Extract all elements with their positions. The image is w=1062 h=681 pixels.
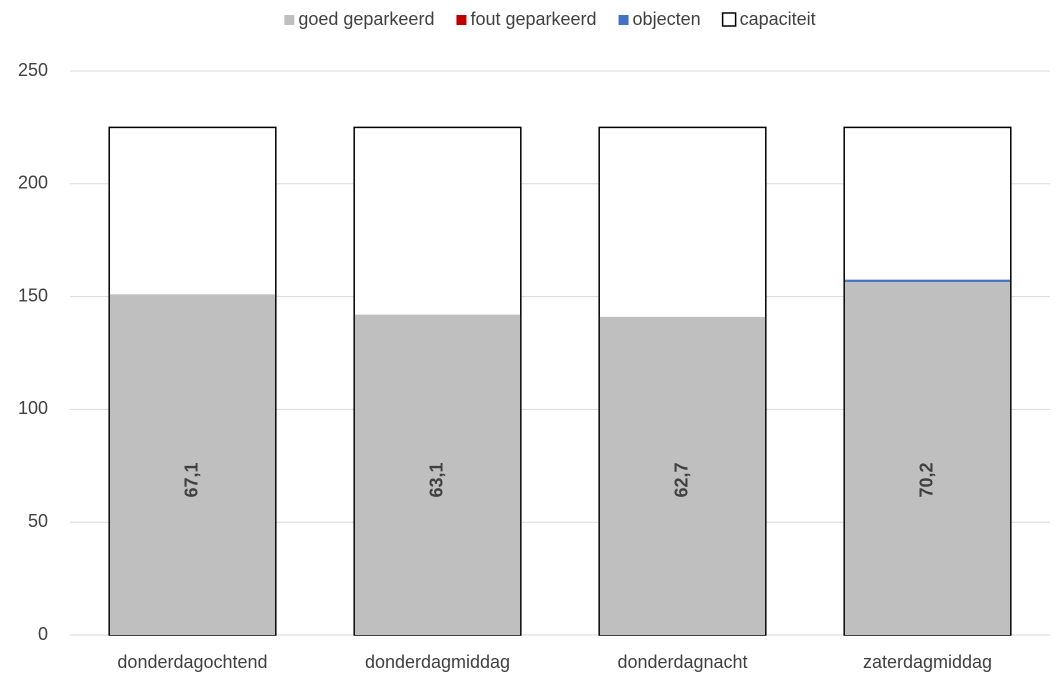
y-tick-label: 250 xyxy=(18,60,48,80)
bar-annotation: 62,7 xyxy=(671,462,691,497)
bar-annotation: 67,1 xyxy=(181,462,201,497)
legend-item: objecten xyxy=(618,9,701,29)
bar-annotation: 63,1 xyxy=(426,462,446,497)
y-tick-label: 50 xyxy=(28,511,48,531)
legend-label: goed geparkeerd xyxy=(298,9,434,29)
legend-swatch xyxy=(721,12,737,27)
y-tick-label: 0 xyxy=(38,624,48,644)
legend-swatch xyxy=(618,15,629,25)
bar-segment xyxy=(599,316,766,635)
legend-item: capaciteit xyxy=(721,9,816,29)
bar-segment xyxy=(844,281,1011,635)
bar-annotation: 70,2 xyxy=(916,462,936,497)
x-tick-label: zaterdagmiddag xyxy=(863,652,992,672)
y-tick-label: 100 xyxy=(18,398,48,418)
y-tick-label: 200 xyxy=(18,173,48,193)
legend-label: capaciteit xyxy=(740,9,816,29)
bar-segment xyxy=(354,314,521,635)
legend-swatch xyxy=(284,15,295,25)
legend-label: fout geparkeerd xyxy=(470,9,596,29)
legend-item: fout geparkeerd xyxy=(456,9,597,29)
bar-segment xyxy=(109,294,276,635)
y-tick-label: 150 xyxy=(18,285,48,305)
x-tick-label: donderdagnacht xyxy=(617,652,747,672)
legend-item: goed geparkeerd xyxy=(284,9,434,29)
legend-label: objecten xyxy=(633,9,701,29)
legend-swatch xyxy=(456,15,467,25)
legend: goed geparkeerd fout geparkeerd objecten ca… xyxy=(284,9,816,29)
x-tick-label: donderdagochtend xyxy=(117,652,267,672)
bar-segment xyxy=(844,279,1011,282)
x-tick-label: donderdagmiddag xyxy=(365,652,510,672)
